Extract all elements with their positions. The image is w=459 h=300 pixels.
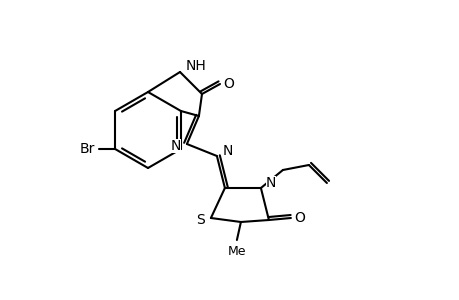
Text: N: N (223, 144, 233, 158)
Text: O: O (223, 77, 234, 91)
Text: N: N (170, 139, 180, 153)
Text: N: N (265, 176, 276, 190)
Text: S: S (196, 213, 204, 227)
Text: Me: Me (227, 245, 246, 259)
Text: Br: Br (79, 142, 95, 156)
Text: O: O (294, 211, 305, 225)
Text: NH: NH (185, 59, 206, 73)
